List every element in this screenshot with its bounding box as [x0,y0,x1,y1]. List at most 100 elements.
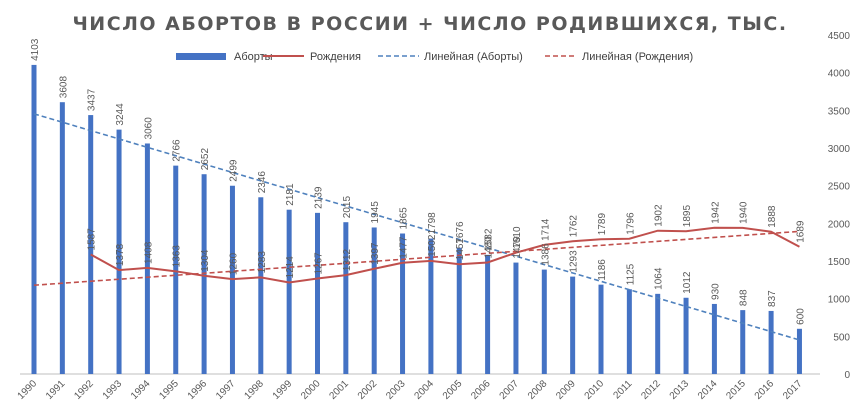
x-tick-label: 2003 [384,378,408,402]
bar-value-label: 2139 [314,186,325,209]
line-value-label: 1895 [682,205,693,228]
chart-title: ЧИСЛО АБОРТОВ В РОССИИ + ЧИСЛО РОДИВШИХС… [72,13,787,35]
x-tick-label: 2007 [498,378,522,402]
bar-value-label: 3060 [143,117,154,140]
x-tick-label: 2014 [696,378,720,402]
bar-abortions [513,262,519,374]
x-tick-label: 2011 [611,378,634,401]
bar-abortions [598,284,604,374]
x-tick-label: 2002 [356,378,380,402]
line-value-label: 1304 [200,249,211,272]
y-tick-label: 1500 [828,257,851,268]
x-tick-label: 2000 [299,378,323,402]
y-tick-label: 0 [844,370,850,381]
y-tick-label: 3500 [828,106,851,117]
x-tick-label: 1999 [271,378,295,402]
line-value-label: 1714 [540,218,551,241]
line-value-label: 1789 [597,213,608,236]
x-tick-label: 1992 [72,378,96,402]
bar-value-label: 1064 [654,267,665,290]
bar-value-label: 1186 [597,259,608,281]
bar-value-label: 1125 [625,263,636,285]
bar-value-label: 2015 [342,196,353,219]
bar-value-label: 2181 [285,183,296,206]
trend-lines [33,113,800,341]
bar-abortions [655,293,661,374]
line-value-label: 1312 [342,248,353,271]
x-tick-label: 2004 [413,378,437,402]
line-value-label: 1480 [484,236,495,259]
line-value-label: 1610 [512,226,523,249]
data-labels-births: 1587 1378 1408 1363 1304 1260 1283 1214 1267 1312… [87,201,807,278]
line-value-label: 1214 [285,256,296,279]
line-value-label: 1408 [143,241,154,264]
bar-value-label: 2652 [200,148,211,171]
bar-value-label: 1386 [540,243,551,266]
legend-item-trend-abortions: Линейная (Аборты) [378,51,523,63]
line-value-label: 1796 [625,212,636,235]
bar-value-label: 848 [739,289,750,306]
bar-abortions [711,303,717,374]
x-tick-label: 2016 [753,378,777,402]
legend: Аборты Рождения Линейная (Аборты) Линейн… [176,51,693,63]
x-tick-label: 2005 [441,378,465,402]
x-tick-label: 1994 [129,378,153,402]
legend-label-trend-births: Линейная (Рождения) [582,51,693,63]
line-value-label: 1378 [115,243,126,266]
line-value-label: 1397 [370,242,381,265]
x-tick-label: 2008 [526,378,550,402]
line-value-label: 1940 [739,201,750,224]
line-value-label: 1902 [654,204,665,227]
bar-abortions [173,165,179,374]
x-tick-label: 2001 [327,378,351,402]
bar-value-label: 930 [710,283,721,300]
line-value-label: 1502 [427,234,438,257]
line-value-label: 1762 [569,215,580,238]
y-tick-label: 2000 [828,219,851,230]
x-tick-label: 1998 [242,378,266,402]
line-births-path [90,226,800,284]
y-tick-label: 4000 [828,69,851,80]
line-value-label: 1888 [767,205,778,228]
y-tick-label: 3000 [828,144,851,155]
line-value-label: 1689 [795,220,806,243]
bar-value-label: 2499 [228,159,239,182]
bar-value-label: 2766 [172,139,183,162]
bar-abortions [626,289,632,374]
bar-abortions [59,102,65,375]
bar-abortions [88,115,94,374]
bar-value-label: 4103 [30,38,41,61]
bar-abortions [315,212,320,374]
data-labels-abortions: 4103 3608 3437 3244 3060 2766 2652 2499 2346 2181… [30,38,806,325]
x-tick-label: 1990 [16,378,40,402]
bar-abortions [286,209,292,374]
bar-abortions [343,222,349,374]
x-tick-label: 2015 [724,378,748,402]
legend-swatch-abortions [176,53,226,60]
bar-abortions [258,197,264,374]
line-births [90,226,800,284]
x-tick-label: 1997 [214,378,238,402]
bar-abortions [768,310,774,374]
line-value-label: 1260 [228,252,239,275]
x-tick-label: 1993 [101,378,125,402]
bar-abortions [456,247,462,374]
bar-value-label: 1293 [569,250,580,273]
legend-label-abortions: Аборты [234,51,273,63]
bar-abortions [144,143,150,374]
bar-abortions [541,269,547,374]
line-value-label: 1477 [399,236,410,259]
x-tick-label: 2012 [639,378,663,402]
bar-value-label: 1012 [682,271,693,294]
x-tick-label: 1995 [157,378,181,402]
y-tick-label: 500 [833,332,850,343]
line-value-label: 1587 [87,228,98,251]
bar-abortions [428,238,434,374]
bar-abortions [485,254,491,374]
x-tick-label: 1996 [186,378,210,402]
bar-abortions [371,227,377,374]
legend-label-trend-abortions: Линейная (Аборты) [424,51,523,63]
x-tick-label: 2006 [469,378,493,402]
x-axis: 1990 1991 1992 1993 1994 1995 1996 1997 1998 1999… [16,378,805,402]
